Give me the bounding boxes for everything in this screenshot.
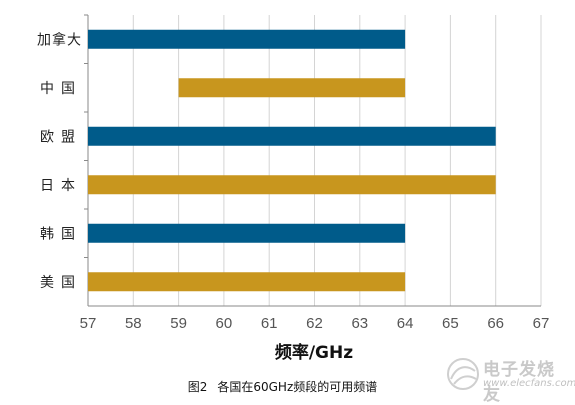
x-tick-label: 66 <box>487 315 504 332</box>
bar-0 <box>88 29 406 49</box>
bars <box>84 14 496 292</box>
bar-4 <box>88 223 406 243</box>
bar-1 <box>178 78 406 98</box>
bar-5 <box>88 272 406 292</box>
x-tick-label: 64 <box>397 315 414 332</box>
category-label: 韩国 <box>40 226 82 242</box>
category-label: 中国 <box>40 81 82 97</box>
watermark-title: 电子发烧友 <box>483 360 555 405</box>
x-tick-label: 62 <box>306 315 323 332</box>
watermark: 电子发烧友 www.elecfans.com <box>443 353 575 405</box>
x-tick-label: 60 <box>216 315 233 332</box>
figure-number: 图2 <box>187 380 208 394</box>
x-tick-label: 59 <box>170 315 187 332</box>
watermark-url: www.elecfans.com <box>483 378 575 389</box>
x-axis-title: 频率/GHz <box>275 342 353 363</box>
x-tick-labels: 57 58 59 60 61 62 63 64 65 66 67 <box>80 315 550 332</box>
x-tick-label: 61 <box>261 315 278 332</box>
category-label: 加拿大 <box>37 31 82 48</box>
figure-caption: 图2 各国在60GHz频段的可用频谱 <box>0 378 575 395</box>
x-tick-label: 67 <box>533 315 550 332</box>
x-tick-label: 57 <box>80 315 97 332</box>
category-label: 日本 <box>40 178 82 194</box>
category-label: 欧盟 <box>40 129 82 145</box>
category-label: 美国 <box>40 275 82 291</box>
bar-3 <box>88 175 496 195</box>
elecfans-logo-icon <box>447 358 479 390</box>
bar-2 <box>88 126 496 146</box>
x-tick-label: 65 <box>442 315 459 332</box>
x-tick-label: 58 <box>125 315 142 332</box>
gridlines <box>87 15 542 307</box>
x-tick-label: 63 <box>351 315 368 332</box>
figure-caption-text: 各国在60GHz频段的可用频谱 <box>217 380 378 394</box>
